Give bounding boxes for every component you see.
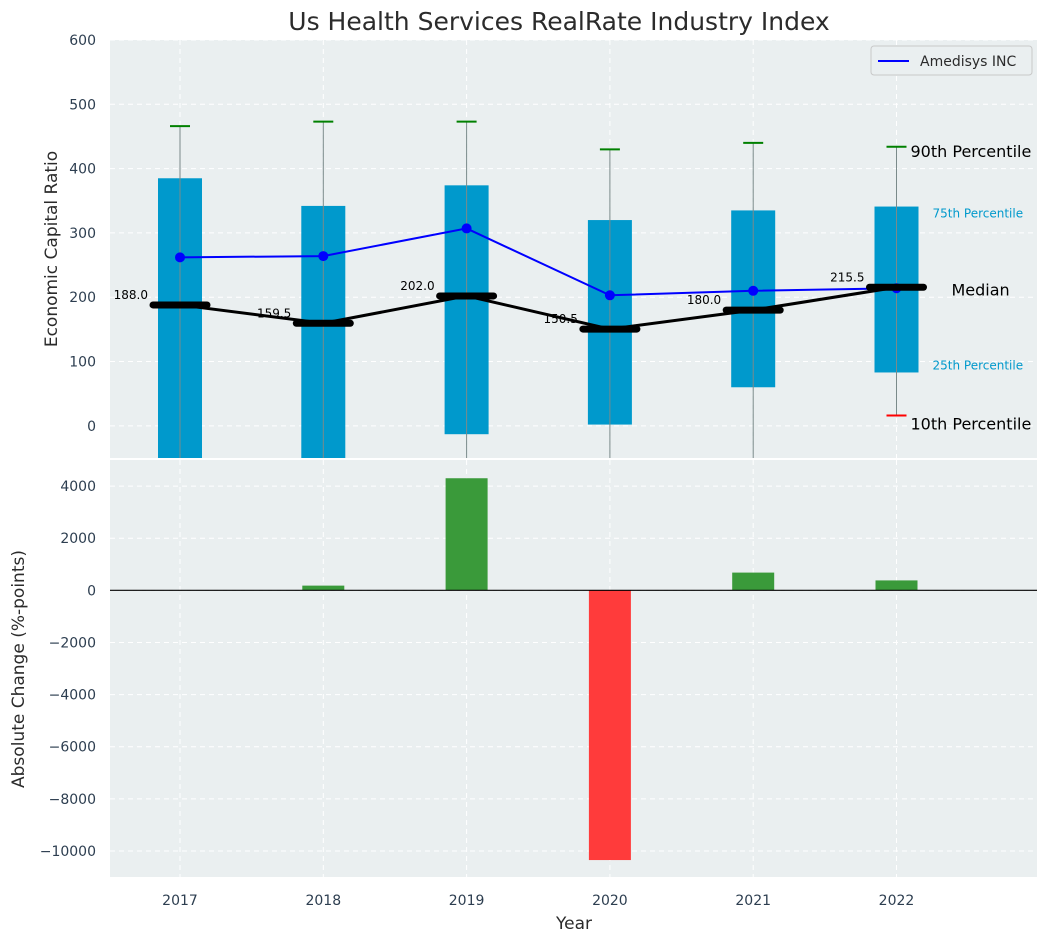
p25-annotation: 25th Percentile (933, 358, 1024, 372)
top-y-tick-label: 600 (69, 33, 96, 49)
top-y-tick-label: 200 (69, 290, 96, 306)
top-y-tick-label: 300 (69, 226, 96, 242)
x-tick-label: 2018 (305, 893, 341, 909)
axis-ticks-layer: 0 100 200 300 400 500 600 −10000 −8000 −6000 −4000… (40, 33, 915, 909)
x-tick-label: 2017 (162, 893, 198, 909)
change-bars-layer (110, 478, 1037, 861)
box-plot-layer (158, 120, 919, 458)
x-axis-label: Year (555, 914, 592, 934)
change-bar (875, 580, 918, 591)
x-tick-label: 2021 (735, 893, 771, 909)
amedisys-point (604, 290, 615, 301)
x-tick-label: 2020 (592, 893, 628, 909)
legend: Amedisys INC (870, 45, 1033, 76)
bottom-y-tick-label: −8000 (49, 792, 96, 808)
median-value-label: 180.0 (687, 293, 721, 307)
median-value-label: 159.5 (257, 306, 291, 320)
bottom-y-tick-label: 0 (87, 583, 96, 599)
change-bar (732, 572, 775, 591)
percentile-annotations: 90th Percentile 75th Percentile Median 25th… (911, 142, 1032, 434)
p75-annotation: 75th Percentile (933, 207, 1024, 221)
median-value-label: 188.0 (114, 288, 148, 302)
p90-annotation: 90th Percentile (911, 142, 1032, 161)
bottom-y-axis-label: Absolute Change (%-points) (9, 550, 29, 788)
top-y-axis-label: Economic Capital Ratio (42, 151, 62, 347)
amedisys-point (748, 285, 759, 296)
bottom-y-tick-label: 4000 (60, 479, 96, 495)
top-y-tick-label: 0 (87, 419, 96, 435)
change-bar (445, 478, 488, 591)
x-tick-label: 2022 (879, 893, 915, 909)
amedisys-line (179, 227, 897, 297)
top-y-tick-label: 100 (69, 355, 96, 371)
legend-entry-label: Amedisys INC (920, 54, 1017, 70)
median-value-label: 215.5 (830, 270, 864, 284)
amedisys-point (461, 223, 472, 234)
median-value-label: 150.5 (544, 312, 578, 326)
bottom-y-tick-label: −6000 (49, 740, 96, 756)
top-y-tick-label: 400 (69, 162, 96, 178)
chart-title: Us Health Services RealRate Industry Ind… (288, 7, 829, 36)
bottom-y-tick-label: −2000 (49, 635, 96, 651)
bottom-y-tick-label: −10000 (40, 844, 96, 860)
bottom-y-tick-label: 2000 (60, 531, 96, 547)
change-bar (588, 590, 631, 861)
median-annotation: Median (952, 280, 1010, 299)
change-bar (302, 585, 345, 591)
amedisys-point (318, 251, 329, 262)
median-layer: 188.0 159.5 202.0 150.5 180.0 215.5 (114, 270, 927, 333)
p10-annotation: 10th Percentile (911, 415, 1032, 434)
bottom-panel-background (110, 460, 1037, 877)
bottom-y-tick-label: −4000 (49, 688, 96, 704)
top-y-tick-label: 500 (69, 97, 96, 113)
legend-box (870, 45, 1033, 76)
median-value-label: 202.0 (400, 279, 434, 293)
amedisys-point (175, 252, 185, 263)
x-tick-label: 2019 (449, 893, 485, 909)
